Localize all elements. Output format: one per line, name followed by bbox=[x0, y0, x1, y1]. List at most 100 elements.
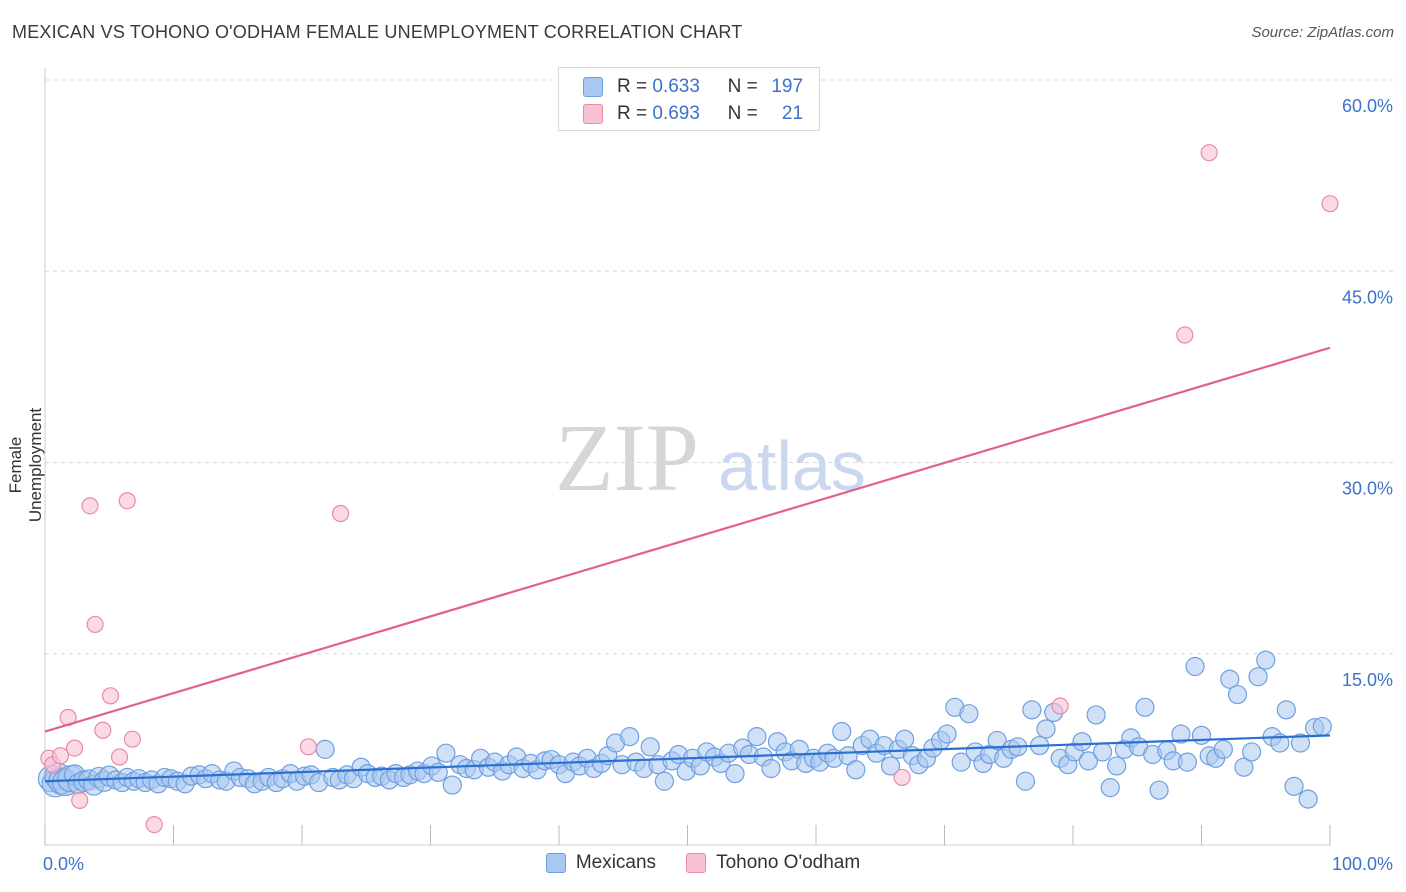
mexicans-point bbox=[1086, 705, 1106, 725]
y-tick-label: 60.0% bbox=[1342, 96, 1393, 116]
trend-lines bbox=[44, 346, 1331, 783]
tohono-points bbox=[40, 144, 1339, 834]
source-label: Source: ZipAtlas.com bbox=[1251, 24, 1394, 41]
n-value: 21 bbox=[781, 103, 804, 124]
tohono-point bbox=[331, 504, 350, 523]
mexicans-point bbox=[951, 752, 971, 772]
mexicans-point bbox=[747, 727, 767, 747]
tohono-point bbox=[101, 687, 120, 705]
correlation-legend: R = 0.633 N = 197 R = 0.693 N = 21 bbox=[558, 67, 820, 131]
mexicans-point bbox=[654, 771, 674, 791]
watermark: ZIP atlas bbox=[555, 404, 866, 511]
r-value: 0.693 bbox=[652, 103, 700, 124]
x-tick-label-start: 0.0% bbox=[43, 854, 84, 874]
legend-label: Tohono O'odham bbox=[716, 852, 861, 873]
mexicans-trend-line bbox=[44, 734, 1331, 783]
mexicans-point bbox=[442, 775, 462, 795]
tohono-point bbox=[1200, 144, 1218, 162]
mexicans-point bbox=[880, 756, 901, 776]
tohono-point bbox=[299, 738, 318, 756]
y-tick-label: 15.0% bbox=[1342, 670, 1393, 690]
mexicans-point bbox=[1284, 776, 1304, 796]
mexicans-point bbox=[620, 727, 640, 747]
mexicans-point bbox=[1092, 742, 1113, 762]
legend-row-tohono: R = 0.693 N = 21 bbox=[583, 103, 803, 125]
n-label: N = bbox=[727, 76, 758, 97]
tohono-point bbox=[145, 815, 163, 834]
mexicans-point bbox=[1036, 719, 1056, 739]
mexicans-point bbox=[959, 704, 979, 724]
y-tick-label: 45.0% bbox=[1342, 287, 1393, 307]
tohono-point bbox=[86, 615, 104, 634]
mexicans-point bbox=[1227, 684, 1248, 705]
tohono-point bbox=[65, 739, 84, 757]
mexicans-point bbox=[1213, 739, 1233, 759]
mexicans-point bbox=[987, 730, 1007, 751]
mexicans-point bbox=[1149, 780, 1169, 800]
mexicans-point bbox=[1298, 789, 1318, 809]
mexicans-point bbox=[1312, 716, 1332, 737]
mexicans-point bbox=[1177, 752, 1197, 772]
tohono-point bbox=[94, 721, 112, 739]
mexicans-point bbox=[1078, 751, 1099, 771]
tohono-point bbox=[81, 497, 99, 515]
mexicans-point bbox=[1107, 756, 1127, 776]
mexicans-point bbox=[1135, 697, 1155, 717]
mexicans-point bbox=[1248, 667, 1268, 687]
tohono-point bbox=[893, 768, 911, 787]
pink-swatch-icon bbox=[686, 853, 707, 873]
r-value: 0.633 bbox=[652, 76, 700, 97]
mexicans-point bbox=[1256, 650, 1276, 670]
tohono-point bbox=[123, 730, 141, 748]
r-label: R = bbox=[617, 76, 648, 97]
n-value: 197 bbox=[771, 76, 804, 97]
watermark-zip: ZIP bbox=[555, 404, 699, 511]
mexicans-point bbox=[1171, 724, 1191, 744]
mexicans-point bbox=[1234, 757, 1254, 777]
mexicans-point bbox=[725, 763, 745, 784]
tohono-point bbox=[1051, 697, 1069, 715]
series-legend: Mexicans Tohono O'odham bbox=[0, 852, 1406, 874]
mexicans-point bbox=[1191, 725, 1212, 745]
tohono-point bbox=[110, 748, 129, 766]
axes bbox=[44, 68, 1331, 846]
gridlines bbox=[45, 79, 1395, 655]
mexicans-point bbox=[436, 743, 456, 763]
legend-item-mexicans: Mexicans bbox=[545, 852, 657, 874]
mexicans-point bbox=[895, 729, 915, 749]
mexicans-point bbox=[832, 721, 852, 742]
tohono-point bbox=[1176, 326, 1194, 344]
mexicans-point bbox=[1100, 778, 1120, 798]
mexicans-point bbox=[1270, 733, 1290, 753]
tohono-point bbox=[1321, 195, 1339, 213]
blue-swatch-icon bbox=[583, 77, 603, 97]
mexicans-point bbox=[1290, 733, 1311, 753]
blue-swatch-icon bbox=[545, 853, 566, 873]
legend-row-mexicans: R = 0.633 N = 197 bbox=[583, 76, 803, 98]
mexicans-point bbox=[846, 760, 866, 780]
mexicans-point bbox=[1072, 732, 1092, 752]
watermark-atlas: atlas bbox=[718, 427, 866, 505]
mexicans-point bbox=[315, 739, 335, 759]
legend-label: Mexicans bbox=[575, 852, 657, 873]
mexicans-point bbox=[1022, 700, 1042, 720]
mexicans-point bbox=[1185, 656, 1205, 677]
tohono-point bbox=[71, 791, 89, 809]
tohono-point bbox=[51, 747, 70, 765]
mexicans-point bbox=[1242, 742, 1262, 762]
mexicans-point bbox=[1015, 771, 1036, 791]
mexicans-point bbox=[937, 724, 957, 744]
mexicans-point bbox=[761, 758, 781, 779]
tick-labels: 15.0% 30.0% 45.0% 60.0% 0.0% 100.0% bbox=[43, 96, 1393, 874]
legend-item-tohono: Tohono O'odham bbox=[686, 852, 860, 874]
tohono-trend-line bbox=[44, 346, 1331, 733]
n-label: N = bbox=[727, 103, 758, 124]
mexicans-point bbox=[1276, 700, 1296, 720]
x-tick-label-end: 100.0% bbox=[1332, 854, 1393, 874]
mexicans-point bbox=[1220, 669, 1240, 689]
pink-swatch-icon bbox=[583, 104, 603, 124]
mexicans-point bbox=[640, 737, 660, 757]
y-tick-label: 30.0% bbox=[1342, 479, 1393, 499]
chart-title: MEXICAN VS TOHONO O'ODHAM FEMALE UNEMPLO… bbox=[12, 22, 743, 42]
